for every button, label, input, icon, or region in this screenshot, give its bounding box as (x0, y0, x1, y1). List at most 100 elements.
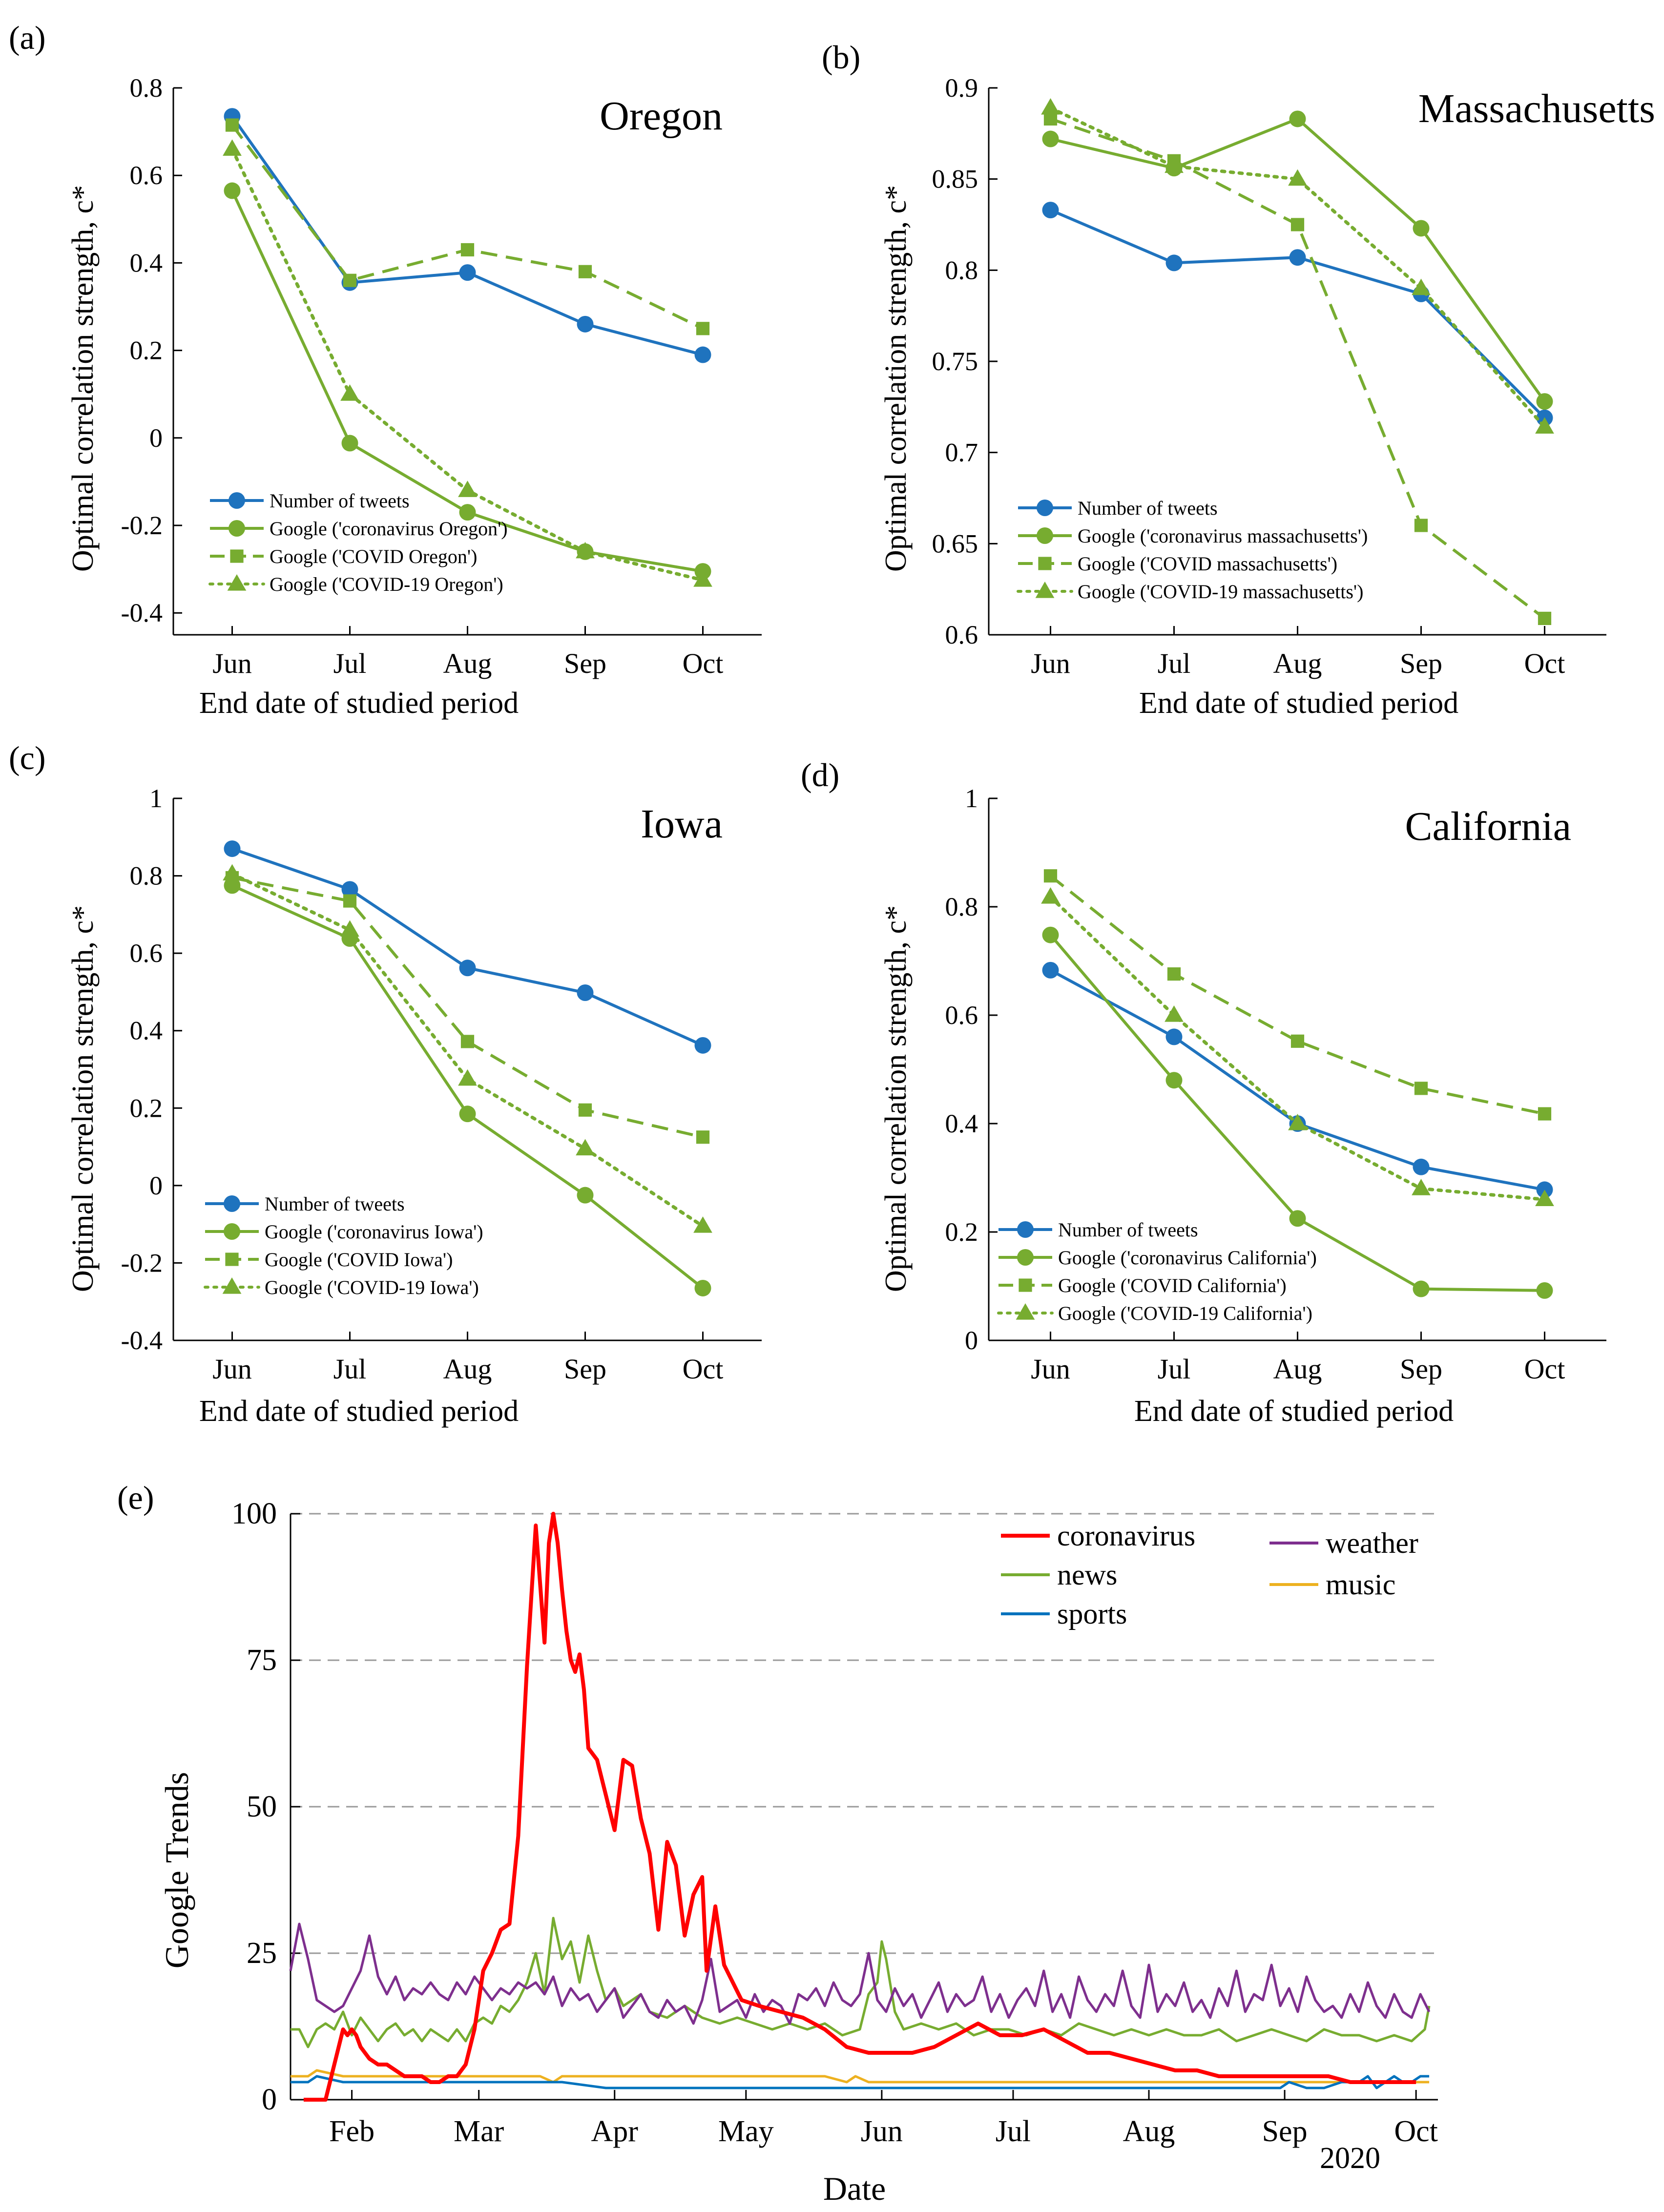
data-point (1167, 967, 1181, 981)
y-tick-label: 25 (247, 1937, 277, 1970)
legend-label: music (1326, 1568, 1395, 1601)
legend-label: Google ('coronavirus Oregon') (270, 518, 508, 540)
x-tick-label: Jun (212, 1353, 252, 1385)
legend-marker (224, 1195, 240, 1212)
y-tick-label: -0.2 (121, 1248, 163, 1277)
x-tick-label: Oct (1524, 1353, 1565, 1385)
data-point (459, 1106, 476, 1123)
legend-label: Google ('COVID-19 California') (1058, 1302, 1312, 1324)
x-tick-label: Jun (1031, 1353, 1070, 1385)
panel-d: 0 0.2 0.4 0.6 0.8 1 Jun Jul Aug Sep Oct Number of t… (945, 784, 1606, 1385)
x-tick-label: Oct (1524, 647, 1565, 679)
data-point (1413, 1280, 1430, 1297)
state-title-iowa: Iowa (641, 801, 723, 847)
y-tick-label: 0.85 (932, 165, 978, 194)
data-point (1165, 1072, 1183, 1089)
panel-label-d: (d) (801, 756, 839, 793)
data-point (1412, 278, 1431, 295)
data-point (1041, 98, 1060, 115)
x-tick-label: Jul (333, 647, 367, 679)
xlabel-a: End date of studied period (199, 687, 519, 720)
ylabel-d: Optimal correlation strength, c* (879, 905, 913, 1292)
data-point (1165, 156, 1184, 173)
data-point (1412, 1179, 1431, 1195)
plot-area: -0.4 -0.2 0 0.2 0.4 0.6 0.8 Jun Jul Aug Sep Oct Numb… (121, 73, 1606, 2148)
y-tick-label: 0.4 (945, 1109, 978, 1138)
legend-label: coronavirus (1057, 1520, 1195, 1552)
data-point (1165, 1005, 1184, 1022)
legend-label: Google ('coronavirus Iowa') (265, 1221, 483, 1243)
data-point (576, 1139, 595, 1156)
data-point (693, 1216, 712, 1233)
legend-label: Number of tweets (265, 1193, 405, 1215)
data-point (1535, 417, 1554, 434)
panel-label-b: (b) (822, 39, 860, 76)
data-point (459, 264, 476, 281)
data-point (1042, 961, 1059, 979)
x-tick-label: Aug (443, 1353, 492, 1385)
y-tick-label: -0.4 (121, 598, 163, 627)
legend-marker (230, 549, 244, 563)
x-tick-label: Jun (212, 647, 252, 679)
legend-marker (227, 574, 247, 591)
data-point (343, 894, 357, 908)
xlabel-b: End date of studied period (1139, 687, 1458, 720)
legend-marker (1019, 1278, 1032, 1292)
legend-label: weather (1326, 1527, 1418, 1559)
panel-b: 0.6 0.65 0.7 0.75 0.8 0.85 0.9 Jun Jul Aug Sep Oct N… (932, 73, 1606, 679)
x-tick-label: Aug (1123, 2115, 1175, 2148)
legend-marker (1038, 557, 1052, 570)
data-point (1043, 869, 1058, 883)
panel-c: -0.4 -0.2 0 0.2 0.4 0.6 0.8 1 Jun Jul Aug Sep Oct Num… (121, 784, 762, 1385)
y-tick-label: 75 (247, 1644, 277, 1677)
series-line-2 (1049, 875, 1545, 1115)
y-tick-label: 0.9 (945, 73, 978, 103)
data-point (459, 504, 476, 521)
data-point (1290, 1034, 1305, 1048)
y-tick-label: 1 (149, 784, 163, 813)
data-point (1290, 218, 1305, 231)
legend-marker (1037, 527, 1053, 544)
data-point (458, 480, 477, 497)
xlabel-d: End date of studied period (1134, 1395, 1454, 1428)
y-tick-label: -0.4 (121, 1326, 163, 1355)
legend-label: Number of tweets (1078, 497, 1218, 519)
x-tick-label: Aug (1273, 647, 1322, 679)
legend-marker (1037, 500, 1053, 516)
data-point (577, 1187, 594, 1204)
data-point (1414, 519, 1428, 532)
data-point (694, 346, 711, 363)
series-line-2 (231, 876, 704, 1139)
legend-marker (229, 520, 245, 537)
x-tick-label: Sep (1400, 647, 1442, 679)
y-tick-label: 0.2 (130, 1093, 163, 1123)
data-point (1042, 926, 1059, 943)
panel-label-a: (a) (9, 19, 45, 56)
data-point (1288, 1113, 1307, 1130)
data-point (1535, 1189, 1554, 1206)
legend-label: Google ('coronavirus California') (1058, 1247, 1317, 1269)
legend-label: Google ('COVID-19 Iowa') (265, 1276, 479, 1298)
data-point (1413, 1158, 1430, 1175)
data-point (693, 570, 712, 587)
x-tick-label: Jul (1158, 1353, 1191, 1385)
x-tick-label: Oct (1394, 2115, 1438, 2148)
legend-marker (222, 1277, 242, 1294)
y-tick-label: 0.7 (945, 438, 978, 467)
y-tick-label: 0.2 (945, 1217, 978, 1247)
data-point (577, 984, 594, 1002)
y-tick-label: 0.4 (130, 1016, 163, 1045)
x-tick-label: Jul (996, 2115, 1031, 2148)
y-tick-label: 0.6 (945, 1001, 978, 1030)
data-point (341, 881, 358, 898)
y-tick-label: 100 (231, 1497, 277, 1530)
y-tick-label: 0 (965, 1326, 978, 1355)
y-tick-label: 0.6 (130, 939, 163, 968)
panel-label-c: (c) (9, 739, 45, 776)
legend-marker (229, 492, 245, 509)
y-tick-label: 0.8 (130, 861, 163, 891)
x-tick-label: Sep (564, 1353, 606, 1385)
legend-label: Google ('coronavirus massachusetts') (1078, 525, 1368, 547)
state-title-massachusetts: Massachusetts (1418, 86, 1655, 131)
